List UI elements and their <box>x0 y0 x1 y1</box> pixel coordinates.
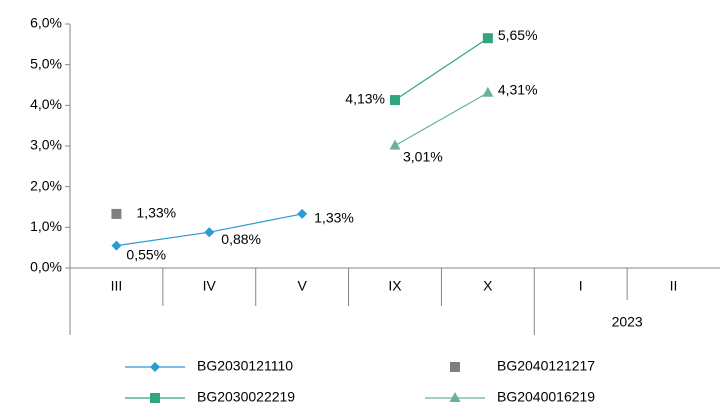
data-point <box>297 208 308 219</box>
legend-marker <box>450 362 460 372</box>
data-point <box>111 240 122 251</box>
y-tick-label: 5,0% <box>30 55 62 71</box>
data-label: 0,55% <box>126 246 166 262</box>
data-point <box>389 139 401 150</box>
y-tick-label: 0,0% <box>30 259 62 275</box>
legend-marker <box>449 392 461 402</box>
y-tick-label: 6,0% <box>30 15 62 31</box>
data-label: 1,33% <box>314 210 354 226</box>
series-line <box>394 37 489 101</box>
data-point <box>111 208 122 219</box>
x-tick-label: II <box>670 278 678 294</box>
x-tick-label: III <box>111 278 123 294</box>
data-label: 1,33% <box>136 205 176 221</box>
data-point <box>482 33 493 44</box>
legend-label: BG2040121217 <box>497 358 595 374</box>
data-label: 0,88% <box>221 231 261 247</box>
data-label: 5,65% <box>498 27 538 43</box>
data-point <box>482 86 494 97</box>
x-tick-label: IV <box>203 278 217 294</box>
data-label: 4,31% <box>498 81 538 97</box>
y-tick-label: 1,0% <box>30 218 62 234</box>
x-tick-label: X <box>483 278 493 294</box>
legend-label: BG2030022219 <box>197 389 295 405</box>
category-group-label: 2023 <box>612 314 643 330</box>
y-tick-label: 2,0% <box>30 177 62 193</box>
y-tick-label: 4,0% <box>30 96 62 112</box>
x-tick-label: IX <box>388 278 402 294</box>
data-point <box>390 95 400 106</box>
legend-label: BG2030121110 <box>197 358 293 374</box>
data-point <box>204 227 215 238</box>
legend-marker <box>150 393 160 403</box>
series-line <box>394 92 489 147</box>
x-tick-label: V <box>297 278 307 294</box>
data-label: 4,13% <box>345 91 385 107</box>
legend-marker <box>150 362 160 372</box>
legend-label: BG2040016219 <box>497 389 595 405</box>
x-tick-label: I <box>579 278 583 294</box>
data-label: 3,01% <box>403 148 443 164</box>
y-tick-label: 3,0% <box>30 137 62 153</box>
